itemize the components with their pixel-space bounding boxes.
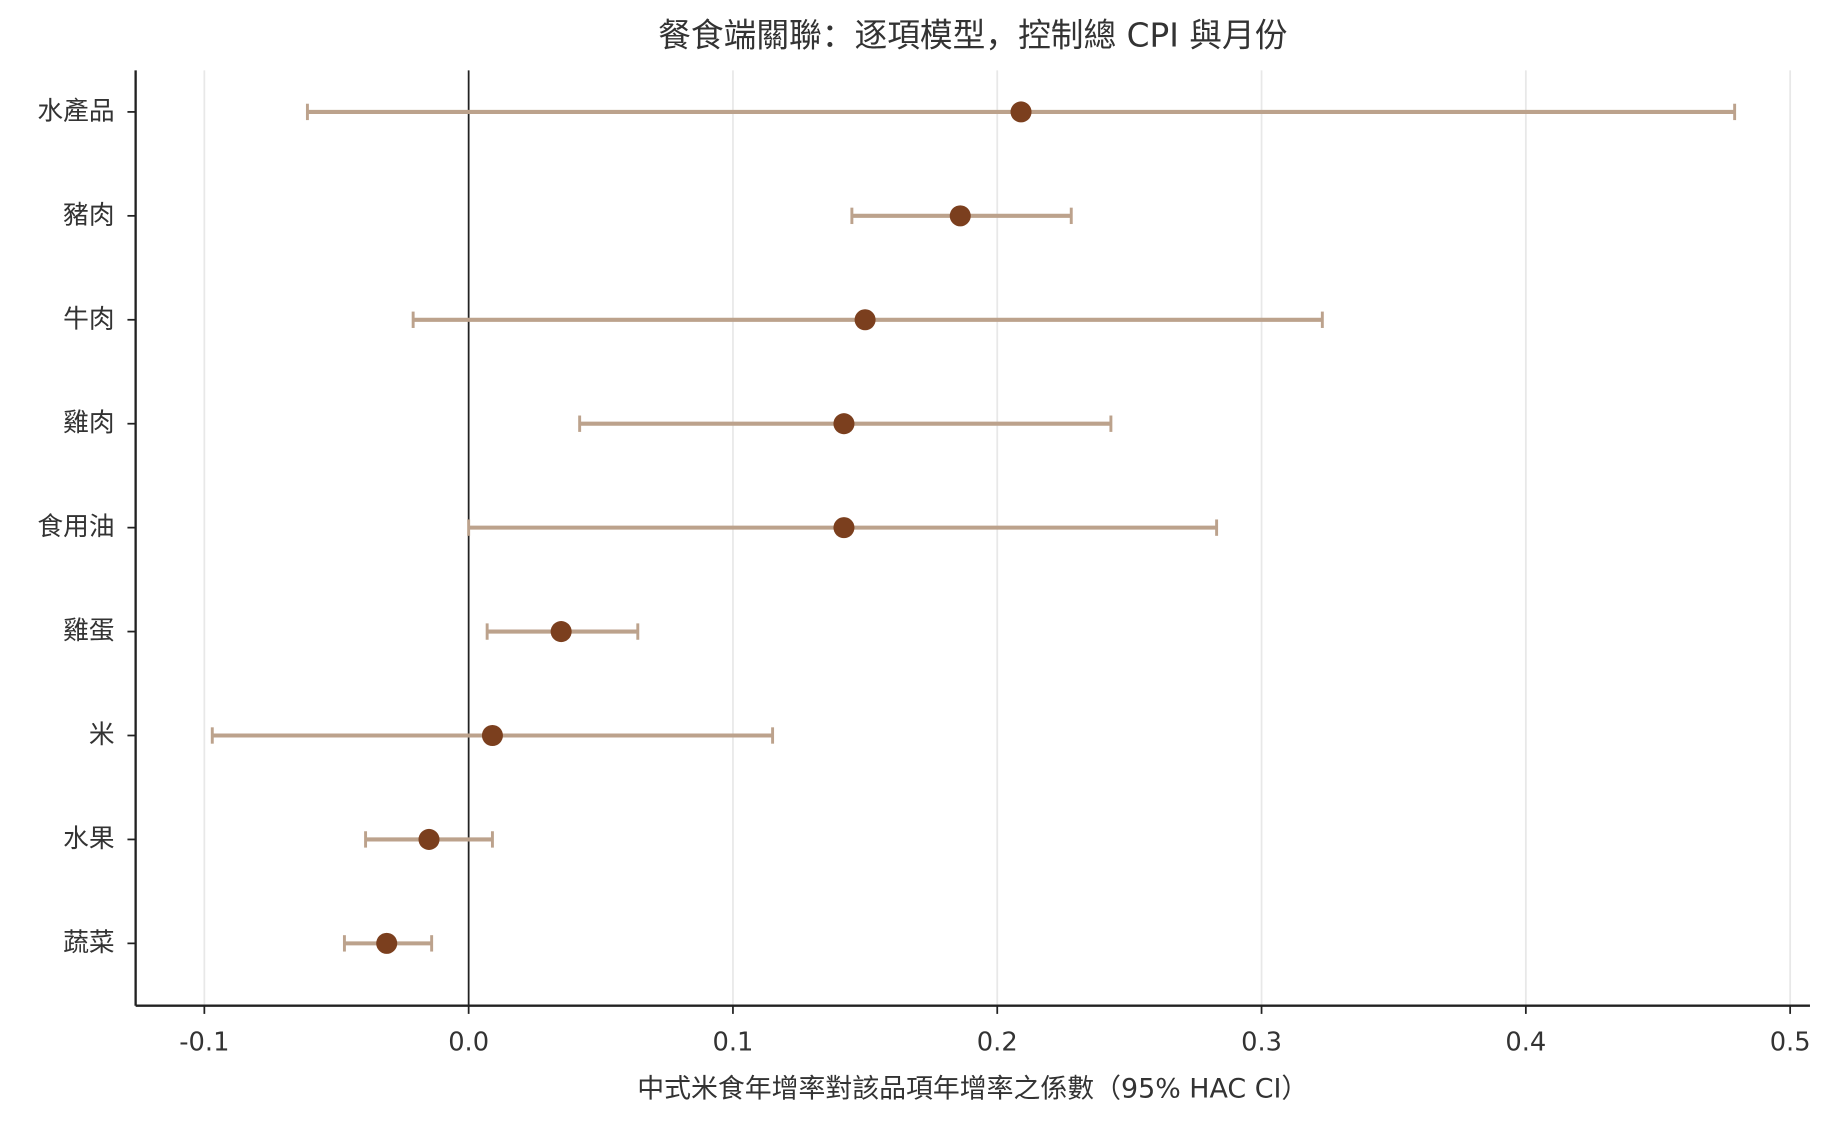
x-tick-label: 0.1 <box>712 1028 753 1058</box>
x-tick-label: 0.2 <box>977 1028 1018 1058</box>
x-tick-label: -0.1 <box>179 1028 229 1058</box>
x-tick-label: 0.0 <box>448 1028 489 1058</box>
y-tick-label: 水果 <box>63 824 114 854</box>
x-axis-label: 中式米食年增率對該品項年增率之係數（95% HAC CI） <box>637 1073 1308 1104</box>
x-tick-label: 0.3 <box>1241 1028 1282 1058</box>
point <box>833 517 855 539</box>
point <box>418 828 440 850</box>
y-tick-label: 雞蛋 <box>63 616 114 646</box>
x-tick-label: 0.4 <box>1505 1028 1546 1058</box>
y-tick-label: 蔬菜 <box>63 928 114 958</box>
point <box>1010 101 1032 123</box>
point <box>949 205 971 227</box>
chart-title: 餐食端關聯：逐項模型，控制總 CPI 與月份 <box>658 17 1287 55</box>
y-tick-label: 水產品 <box>37 96 114 126</box>
y-tick-label: 豬肉 <box>63 200 114 230</box>
point <box>833 413 855 435</box>
x-tick-label: 0.5 <box>1770 1028 1811 1058</box>
point <box>481 724 503 747</box>
y-tick-label: 食用油 <box>37 512 114 542</box>
point <box>376 932 398 954</box>
y-tick-label: 米 <box>89 720 115 750</box>
y-tick-label: 牛肉 <box>63 304 114 334</box>
point <box>854 309 876 331</box>
point <box>550 621 572 643</box>
y-tick-label: 雞肉 <box>63 408 114 438</box>
